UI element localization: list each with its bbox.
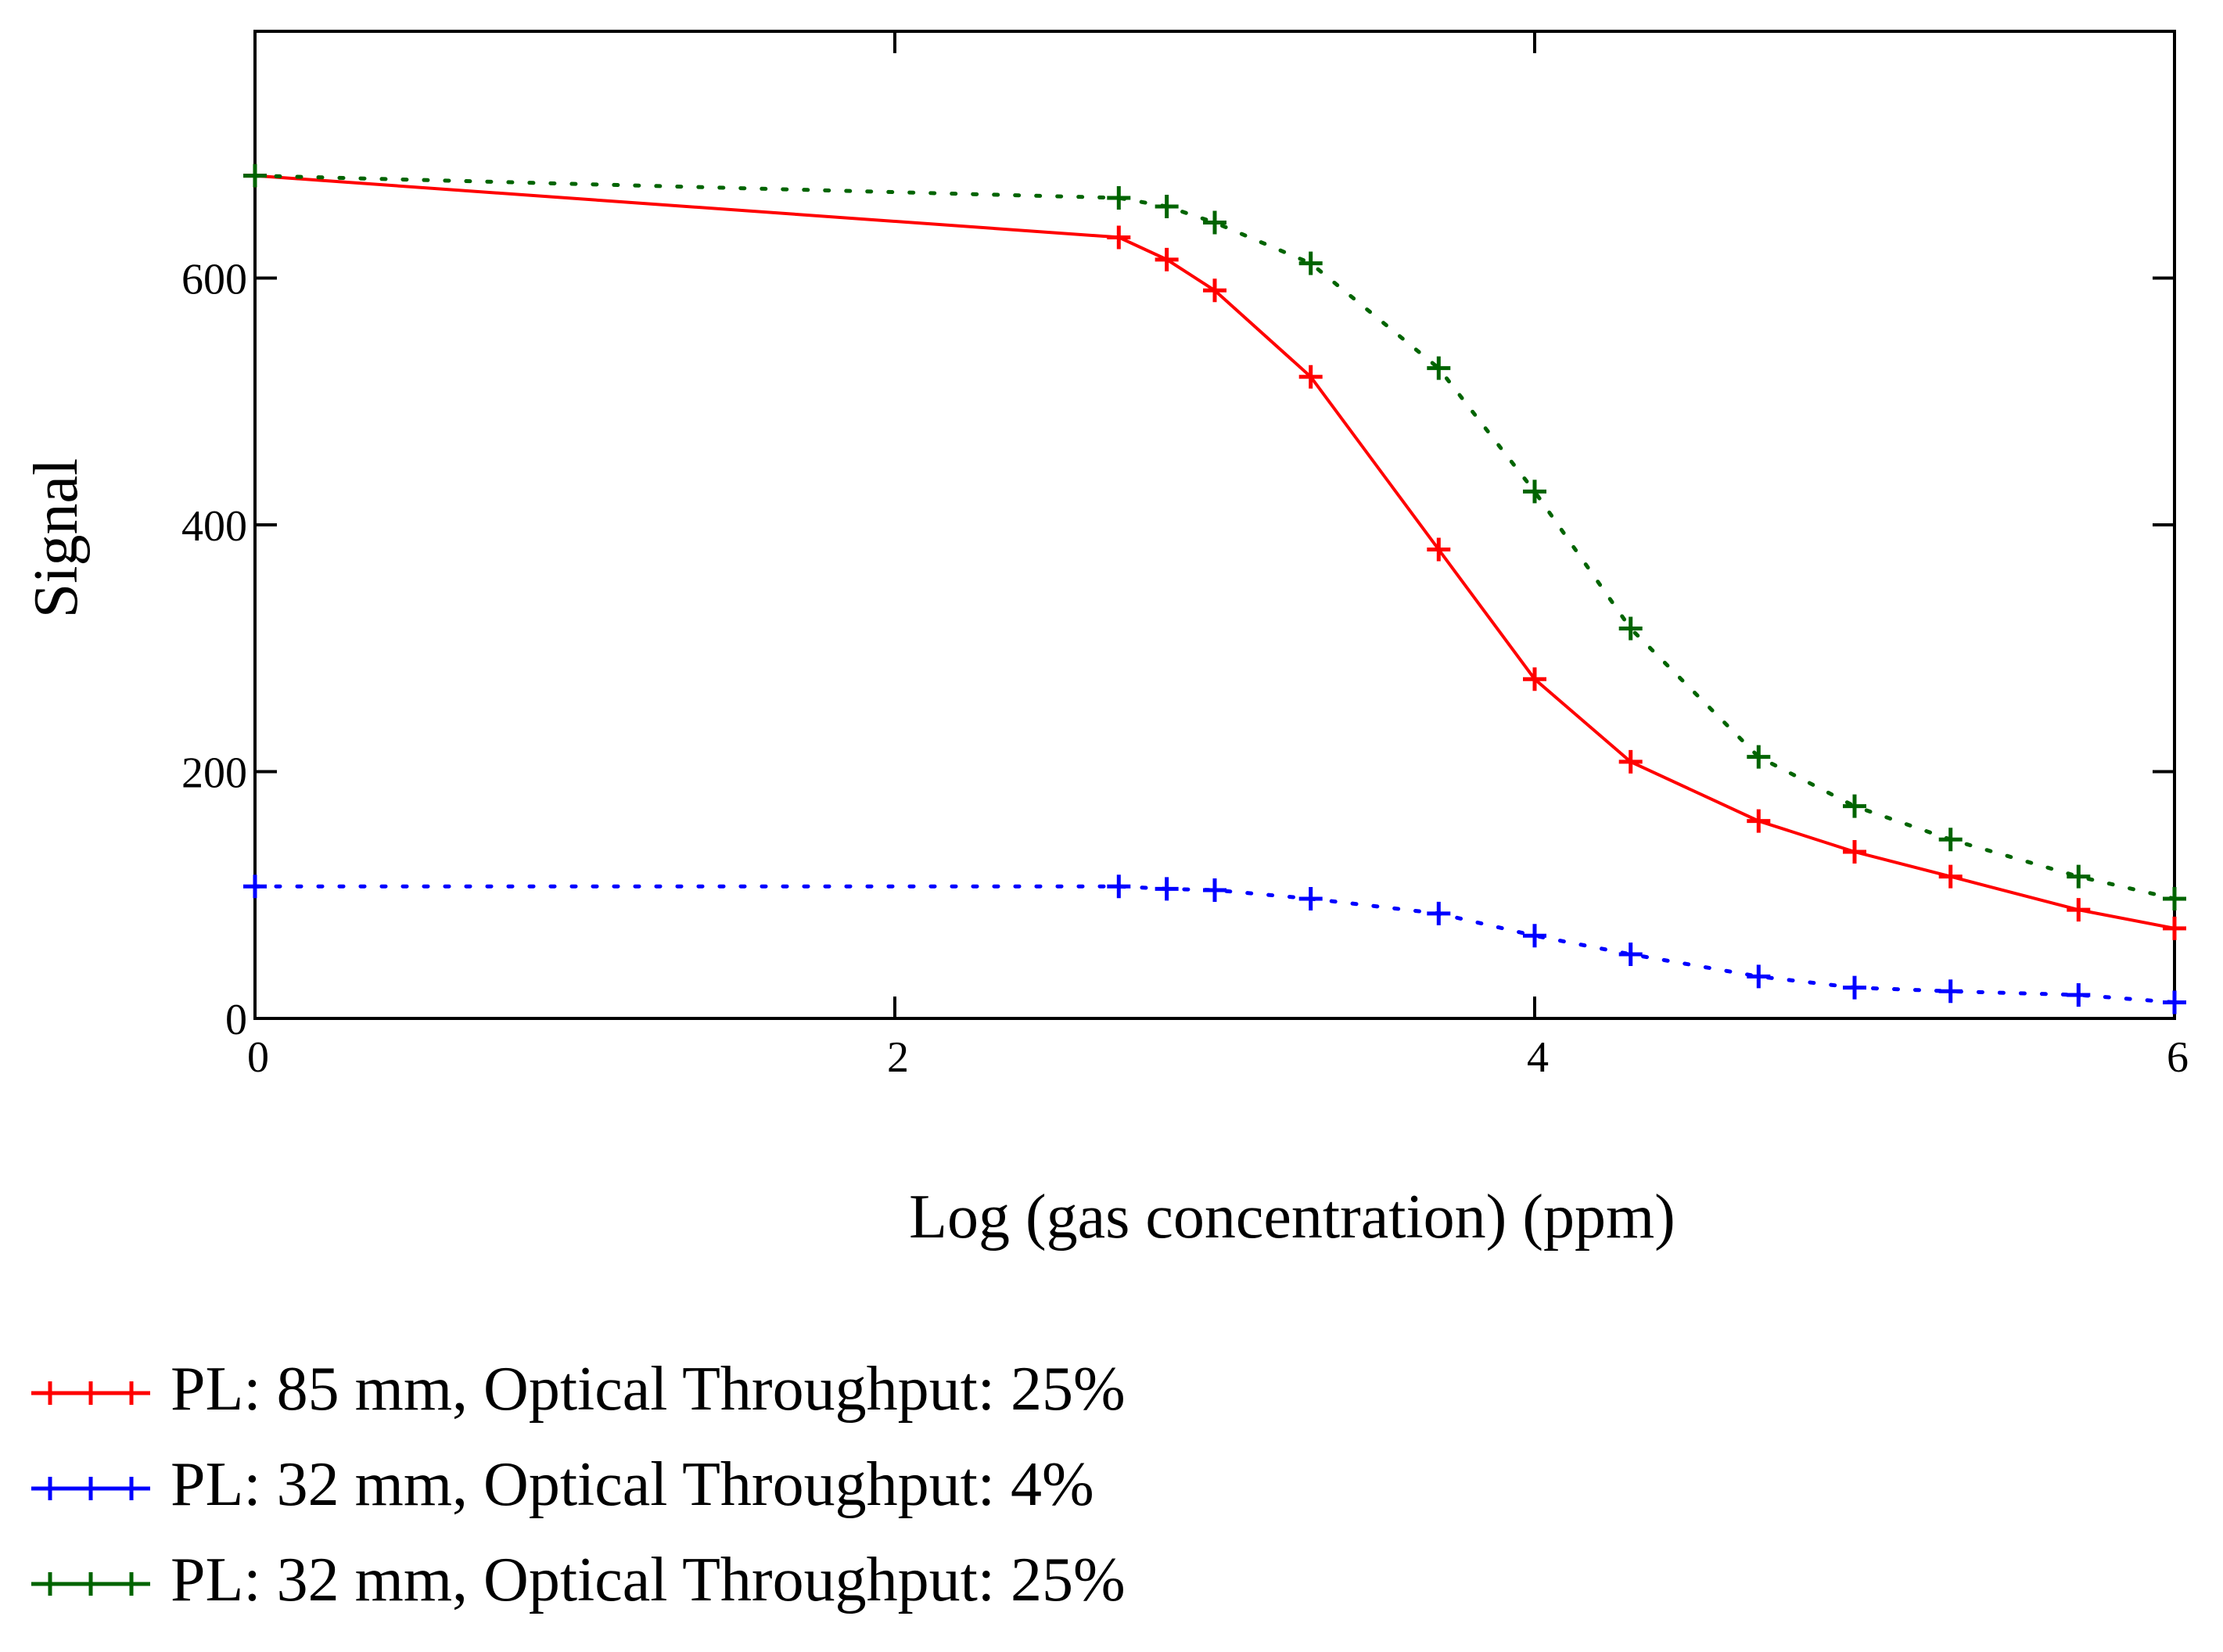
data-point-marker xyxy=(1298,251,1323,275)
legend-plus-icon xyxy=(120,1572,143,1596)
legend-marker xyxy=(31,1477,150,1500)
data-point-marker xyxy=(1938,828,1963,852)
legend-marker xyxy=(31,1381,150,1405)
legend-plus-icon xyxy=(38,1477,62,1500)
series-1 xyxy=(243,163,2186,940)
data-point-marker xyxy=(1107,225,1131,250)
data-point-marker xyxy=(1938,864,1963,889)
y-tick-label: 400 xyxy=(181,502,247,551)
data-point-marker xyxy=(2163,990,2186,1015)
data-point-marker xyxy=(243,874,267,899)
legend-marker xyxy=(31,1572,150,1596)
legend-plus-icon xyxy=(120,1477,143,1500)
legend: PL: 85 mm, Optical Throughput: 25% PL: 32… xyxy=(28,1341,1126,1628)
legend-plus-icon xyxy=(79,1572,102,1596)
series-line xyxy=(253,884,2177,1004)
x-tick-label: 2 xyxy=(887,1033,909,1082)
legend-label: PL: 32 mm, Optical Throughput: 4% xyxy=(171,1449,1094,1519)
data-point-marker xyxy=(1523,479,1546,504)
data-point-marker xyxy=(1843,975,1866,1000)
x-tick-label: 6 xyxy=(2167,1033,2189,1082)
data-point-marker xyxy=(1427,356,1451,380)
data-point-marker xyxy=(2067,898,2091,922)
data-point-marker xyxy=(1155,247,1179,271)
legend-plus-icon xyxy=(79,1381,102,1405)
legend-plus-icon xyxy=(38,1572,62,1596)
data-point-marker xyxy=(1155,877,1179,901)
plot-frame xyxy=(253,30,2176,1020)
data-point-marker xyxy=(1203,878,1226,902)
legend-label: PL: 85 mm, Optical Throughput: 25% xyxy=(171,1354,1126,1424)
y-axis-title: Signal xyxy=(22,458,91,618)
data-point-marker xyxy=(2163,916,2186,940)
series-2 xyxy=(243,874,2186,1015)
x-tick-label: 4 xyxy=(1527,1033,1549,1082)
data-point-marker xyxy=(1107,185,1131,210)
legend-label: PL: 32 mm, Optical Throughput: 25% xyxy=(171,1545,1126,1614)
data-point-marker xyxy=(1747,809,1771,833)
data-point-marker xyxy=(1618,942,1643,966)
data-point-marker xyxy=(2067,983,2091,1007)
legend-item: PL: 32 mm, Optical Throughput: 25% xyxy=(28,1532,1126,1628)
legend-item: PL: 32 mm, Optical Throughput: 4% xyxy=(28,1437,1126,1532)
data-point-marker xyxy=(1427,901,1451,925)
y-tick-label: 200 xyxy=(181,749,247,798)
legend-plus-icon xyxy=(120,1381,143,1405)
legend-plus-icon xyxy=(79,1477,102,1500)
data-point-marker xyxy=(1618,749,1643,774)
legend-plus-icon xyxy=(38,1381,62,1405)
data-point-marker xyxy=(1155,195,1179,219)
data-point-marker xyxy=(1747,964,1771,989)
data-point-marker xyxy=(243,163,267,188)
data-point-marker xyxy=(1523,667,1546,691)
data-point-marker xyxy=(1747,745,1771,769)
data-point-marker xyxy=(1427,537,1451,562)
data-point-marker xyxy=(1203,210,1226,235)
x-axis-title: Log (gas concentration) (ppm) xyxy=(909,1183,1675,1252)
data-point-marker xyxy=(1203,278,1226,303)
x-tick-label: 0 xyxy=(247,1033,269,1082)
data-point-marker xyxy=(2163,886,2186,910)
data-point-marker xyxy=(1938,979,1963,1004)
legend-item: PL: 85 mm, Optical Throughput: 25% xyxy=(28,1341,1126,1437)
series-layer xyxy=(243,163,2186,1015)
y-tick-label: 600 xyxy=(181,256,247,304)
series-3 xyxy=(243,163,2186,910)
data-point-marker xyxy=(1107,874,1131,899)
data-point-marker xyxy=(1298,365,1323,389)
data-point-marker xyxy=(2067,864,2091,889)
data-point-marker xyxy=(1618,616,1643,641)
data-point-marker xyxy=(1298,886,1323,910)
data-point-marker xyxy=(1523,924,1546,948)
y-tick-label: 0 xyxy=(225,996,247,1044)
data-point-marker xyxy=(1843,840,1866,864)
data-point-marker xyxy=(1843,794,1866,818)
axes: 0 2 4 6 0 200 400 600 xyxy=(181,30,2189,1082)
